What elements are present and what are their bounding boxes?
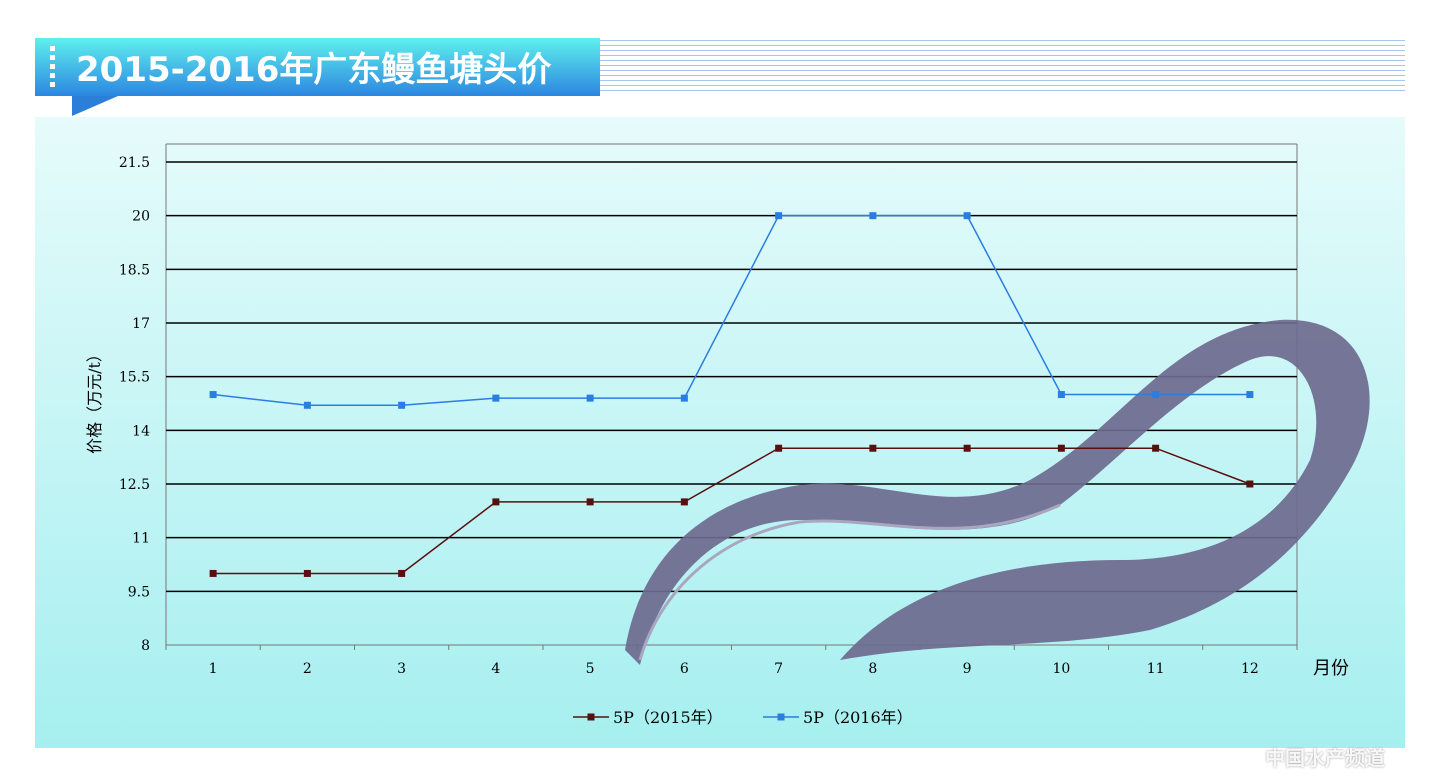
series-line-0 <box>213 447 1251 575</box>
x-tick-label: 7 <box>774 661 783 677</box>
data-point <box>303 401 311 409</box>
y-tick-label: 14 <box>132 423 150 439</box>
data-point <box>869 444 877 452</box>
y-tick-label: 21.5 <box>119 155 150 171</box>
y-tick-label: 20 <box>132 209 150 225</box>
x-tick-label: 10 <box>1052 661 1070 677</box>
data-point <box>775 444 783 452</box>
data-point <box>963 212 971 220</box>
data-point <box>1057 391 1065 399</box>
data-point <box>963 444 971 452</box>
eel-image <box>625 319 1370 665</box>
y-tick-label: 8 <box>141 638 150 654</box>
legend-marker <box>777 713 785 721</box>
legend-label: 5P（2016年） <box>803 708 913 727</box>
data-point <box>1152 391 1160 399</box>
x-tick-label: 4 <box>491 661 500 677</box>
y-tick-label: 9.5 <box>128 584 150 600</box>
data-point <box>398 569 406 577</box>
y-tick-label: 17 <box>132 316 150 332</box>
y-tick-label: 18.5 <box>119 262 150 278</box>
y-tick-label: 12.5 <box>119 477 150 493</box>
decorative-stripes <box>600 40 1405 92</box>
data-point <box>209 569 217 577</box>
data-point <box>1246 391 1254 399</box>
data-point <box>775 212 783 220</box>
data-point <box>1057 444 1065 452</box>
watermark: 中国水产频道 <box>1265 746 1385 770</box>
x-tick-label: 8 <box>868 661 877 677</box>
page-title: 2015-2016年广东鳗鱼塘头价 <box>76 50 552 90</box>
data-point <box>586 498 594 506</box>
banner-tail <box>72 96 118 116</box>
x-tick-label: 9 <box>963 661 972 677</box>
legend-marker <box>587 713 595 721</box>
data-point <box>1246 480 1254 488</box>
x-tick-label: 1 <box>209 661 218 677</box>
data-point <box>869 212 877 220</box>
x-tick-label: 12 <box>1241 661 1259 677</box>
banner-dots <box>50 46 55 88</box>
legend-label: 5P（2015年） <box>613 708 723 727</box>
data-point <box>492 394 500 402</box>
x-tick-label: 5 <box>586 661 595 677</box>
series-line-1 <box>213 214 1250 407</box>
data-point <box>492 498 500 506</box>
data-point <box>398 401 406 409</box>
y-tick-label: 15.5 <box>119 370 150 386</box>
data-point <box>680 498 688 506</box>
title-banner <box>35 38 600 96</box>
x-tick-label: 3 <box>397 661 406 677</box>
data-point <box>680 394 688 402</box>
y-tick-label: 11 <box>132 531 150 547</box>
x-tick-label: 11 <box>1147 661 1165 677</box>
y-axis-label: 价格（万元/t） <box>85 346 104 454</box>
chart-panel <box>35 117 1405 748</box>
data-point <box>303 569 311 577</box>
x-tick-label: 2 <box>303 661 312 677</box>
data-point <box>209 391 217 399</box>
data-point <box>1152 444 1160 452</box>
x-axis-label: 月份 <box>1313 658 1349 679</box>
x-tick-label: 6 <box>680 661 689 677</box>
data-point <box>586 394 594 402</box>
